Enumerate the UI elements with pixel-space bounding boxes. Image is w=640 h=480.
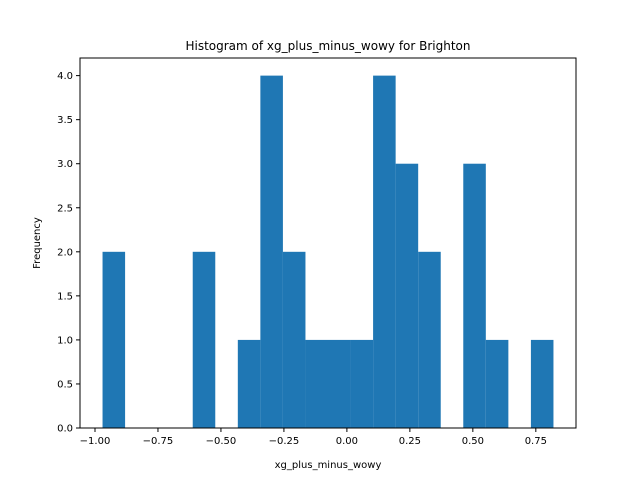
y-axis-label: Frequency — [32, 217, 43, 269]
bars-group — [102, 75, 554, 428]
y-axis-ticks: 0.0 0.5 1.0 1.5 2.0 2.5 3.0 3.5 4.0 — [57, 71, 80, 435]
chart-title: Histogram of xg_plus_minus_wowy for Brig… — [185, 39, 470, 53]
histogram-bar — [373, 75, 396, 428]
histogram-bar — [282, 251, 306, 428]
x-tick-label: −0.25 — [269, 436, 300, 447]
y-tick-label: 1.0 — [57, 335, 73, 346]
y-tick-label: 3.0 — [57, 159, 73, 170]
histogram-bar — [418, 251, 441, 428]
histogram-bar — [463, 163, 486, 428]
y-tick-label: 0.0 — [57, 424, 73, 435]
y-tick-label: 4.0 — [57, 71, 73, 82]
y-tick-label: 2.5 — [57, 203, 73, 214]
histogram-bar — [102, 251, 126, 428]
x-tick-label: −0.50 — [206, 436, 237, 447]
y-tick-label: 0.5 — [57, 379, 73, 390]
histogram-bar — [350, 339, 374, 428]
y-tick-label: 1.5 — [57, 291, 73, 302]
y-tick-label: 2.0 — [57, 247, 73, 258]
histogram-bar — [192, 251, 216, 428]
plot-frame — [79, 57, 577, 429]
x-tick-label: 0.00 — [336, 436, 358, 447]
x-axis-label: xg_plus_minus_wowy — [275, 460, 382, 471]
x-tick-label: −1.00 — [80, 436, 111, 447]
histogram-bar — [485, 339, 509, 428]
x-tick-label: 0.50 — [462, 436, 484, 447]
histogram-bar — [237, 339, 261, 428]
x-tick-label: 0.25 — [399, 436, 421, 447]
x-tick-label: 0.75 — [525, 436, 547, 447]
x-tick-label: −0.75 — [143, 436, 174, 447]
histogram-bar — [395, 163, 419, 428]
histogram-bar — [305, 339, 328, 428]
x-axis-ticks: −1.00 −0.75 −0.50 −0.25 0.00 0.25 0.50 0.75 — [80, 428, 547, 447]
y-tick-label: 3.5 — [57, 115, 73, 126]
histogram-bar — [328, 339, 351, 428]
histogram-bar — [530, 339, 554, 428]
histogram-bar — [260, 75, 283, 428]
